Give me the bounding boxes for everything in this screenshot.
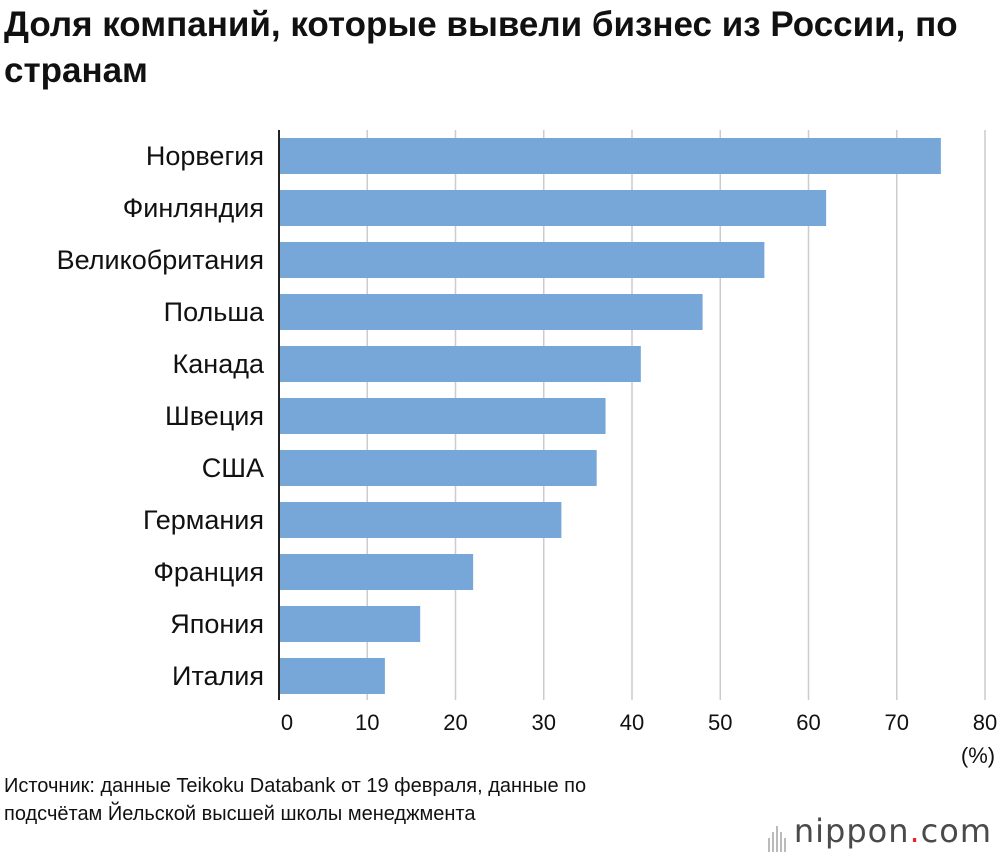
- logo-text: nippon: [793, 812, 910, 850]
- bar: [279, 502, 562, 538]
- category-label: Польша: [164, 297, 265, 327]
- source-note: Источник: данные Teikoku Databank от 19 …: [4, 772, 586, 828]
- bar-chart: Норвегия Финляндия Великобритания Польша Кан…: [57, 130, 997, 768]
- tick-labels: 0 10 20 30 40 50 60 70 80: [281, 710, 997, 735]
- category-label: Великобритания: [57, 245, 264, 275]
- category-label: Норвегия: [146, 141, 264, 171]
- source-line-1: Источник: данные Teikoku Databank от 19 …: [4, 775, 587, 797]
- nippon-logo: nippon.com: [767, 812, 992, 852]
- bar: [279, 450, 597, 486]
- bar: [279, 606, 421, 642]
- source-line-2: подсчётам Йельской высшей школы менеджме…: [4, 803, 476, 825]
- logo-bars-icon: [767, 814, 788, 852]
- category-label: Швеция: [165, 401, 264, 431]
- x-tick-label: 30: [532, 710, 556, 735]
- bar: [279, 294, 703, 330]
- x-tick-label: 0: [281, 710, 293, 735]
- x-tick-label: 60: [796, 710, 820, 735]
- category-label: Финляндия: [123, 193, 264, 223]
- category-label: Япония: [170, 609, 264, 639]
- x-tick-label: 10: [355, 710, 379, 735]
- x-tick-label: 70: [885, 710, 909, 735]
- bar: [279, 138, 941, 174]
- x-tick-label: 40: [620, 710, 644, 735]
- bars: [279, 138, 941, 694]
- category-label: Италия: [172, 661, 264, 691]
- logo-dot: .: [909, 812, 921, 850]
- bar: [279, 658, 385, 694]
- bar: [279, 242, 765, 278]
- x-tick-label: 20: [443, 710, 467, 735]
- bar: [279, 554, 474, 590]
- category-label: Франция: [153, 557, 264, 587]
- category-labels: Норвегия Финляндия Великобритания Польша Кан…: [57, 141, 265, 691]
- category-label: США: [202, 453, 264, 483]
- x-tick-label: 80: [973, 710, 997, 735]
- category-label: Германия: [143, 505, 264, 535]
- chart-title: Доля компаний, которые вывели бизнес из …: [4, 5, 958, 90]
- bar: [279, 398, 606, 434]
- logo-suffix: com: [920, 812, 992, 850]
- bar: [279, 346, 641, 382]
- x-tick-label: 50: [708, 710, 732, 735]
- category-label: Канада: [173, 349, 265, 379]
- unit-label: (%): [961, 743, 995, 768]
- bar: [279, 190, 827, 226]
